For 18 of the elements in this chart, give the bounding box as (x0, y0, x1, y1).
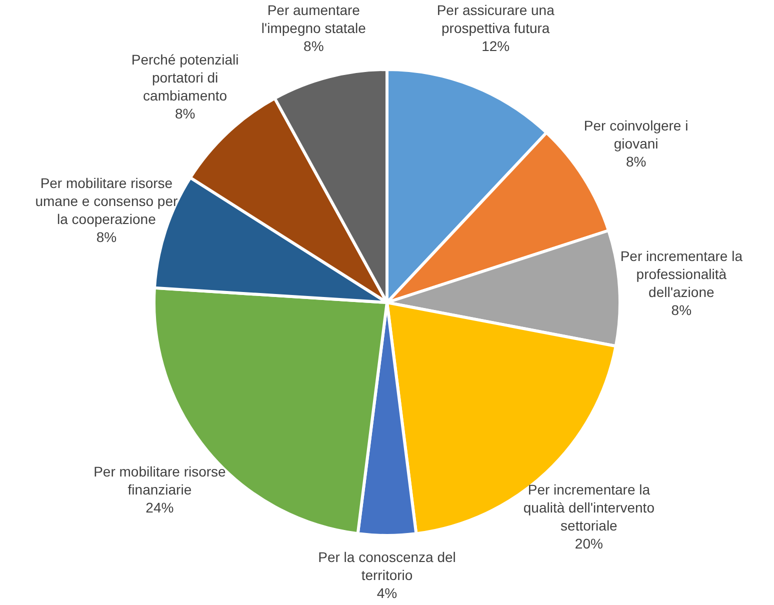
slice-label: Per incrementare la professionalità dell'azione (620, 248, 743, 300)
slice-label: Per aumentare l'impegno statale (261, 2, 366, 36)
slice-label: Per incrementare la qualità dell'intervento settoriale (523, 481, 655, 534)
data-label: 8% (96, 229, 117, 246)
data-label: 20% (574, 535, 603, 552)
slice-label: Per mobilitare risorse finanziarie (94, 463, 226, 498)
slice-label: Per assicurare una prospettiva futura (436, 2, 555, 36)
data-label: 8% (174, 105, 196, 122)
data-label: 24% (146, 499, 174, 516)
slice-label: Perché potenziali portatori di cambiamento (131, 51, 239, 104)
slice-label: Per la conoscenza del territorio (318, 548, 456, 583)
data-label: 12% (482, 38, 510, 54)
slice-label: Per mobilitare risorse umane e consenso per la cooperazione (35, 175, 178, 228)
data-label: 8% (304, 38, 324, 54)
data-label: 8% (671, 302, 692, 318)
data-label: 4% (376, 584, 398, 601)
data-label: 8% (626, 153, 646, 170)
slice-label: Per coinvolgere i giovani (584, 117, 688, 152)
